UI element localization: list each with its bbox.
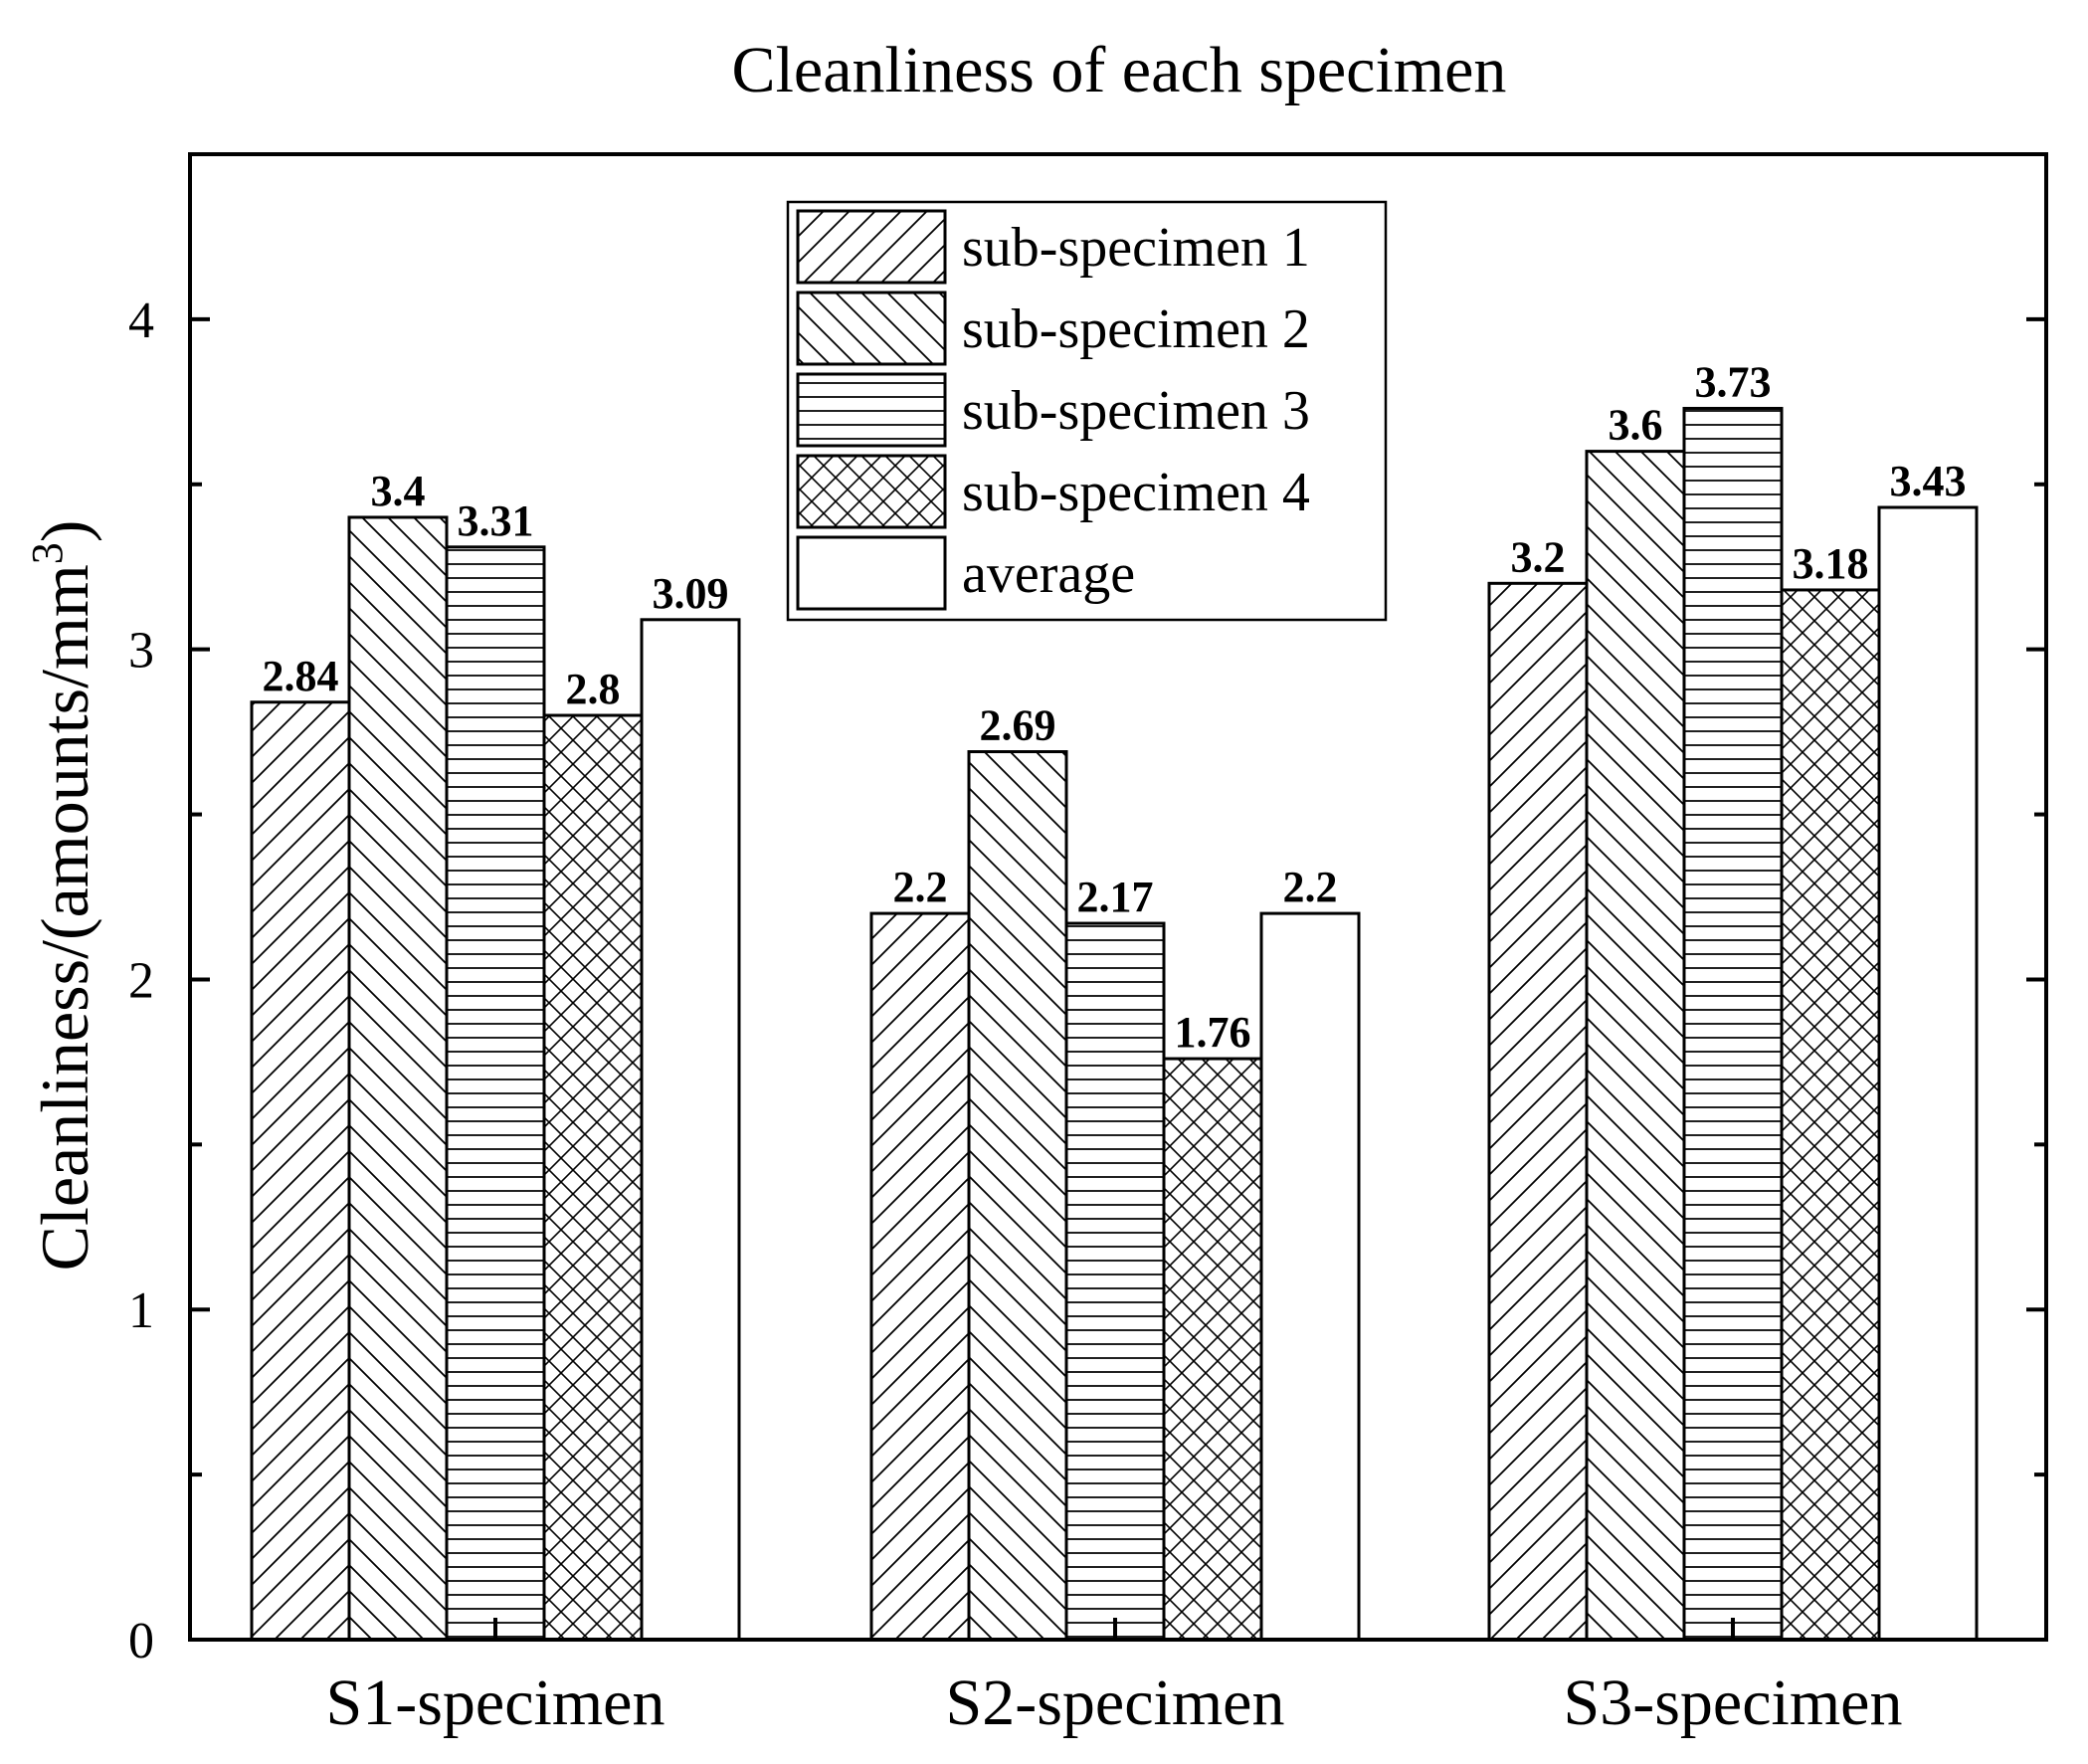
bar-s1-specimen-series-3 bbox=[445, 545, 546, 1642]
legend-label: sub-specimen 4 bbox=[962, 462, 1310, 523]
data-label: 3.6 bbox=[1609, 401, 1663, 450]
bar-s3-specimen-series-1 bbox=[1487, 581, 1589, 1642]
data-labels: 2.84 3.4 3.31 2.8 3.09 2.2 2.69 2.17 1.76 2.2 3.2 3… bbox=[263, 357, 1967, 1057]
y-axis-ticks: 0 1 2 3 4 bbox=[128, 293, 2046, 1669]
bar-s1-specimen-series-5 bbox=[640, 618, 741, 1642]
data-label: 3.4 bbox=[371, 467, 426, 515]
legend-swatch-2 bbox=[796, 291, 947, 366]
data-label: 2.17 bbox=[1077, 873, 1154, 921]
data-label: 2.2 bbox=[1283, 863, 1338, 911]
data-label: 2.69 bbox=[980, 701, 1056, 750]
data-label: 3.43 bbox=[1890, 457, 1967, 505]
x-category-label: S2-specimen bbox=[946, 1666, 1285, 1739]
bar-s3-specimen-series-5 bbox=[1877, 505, 1979, 1642]
legend-swatch-5 bbox=[796, 535, 947, 611]
y-tick-label: 1 bbox=[128, 1282, 154, 1339]
y-tick-label: 0 bbox=[128, 1613, 154, 1669]
bar-s2-specimen-series-2 bbox=[967, 750, 1068, 1642]
y-axis-label: Cleanliness/(amounts/mm3) bbox=[23, 520, 102, 1272]
y-tick-label: 4 bbox=[128, 293, 154, 349]
bar-s2-specimen-series-5 bbox=[1259, 911, 1361, 1642]
bar-s1-specimen-series-2 bbox=[347, 515, 449, 1642]
data-label: 3.09 bbox=[653, 569, 729, 618]
bar-s3-specimen-series-2 bbox=[1585, 450, 1686, 1642]
data-label: 3.18 bbox=[1793, 539, 1869, 588]
data-label: 3.2 bbox=[1511, 532, 1566, 581]
legend-swatch-1 bbox=[796, 209, 947, 285]
legend-swatch-3 bbox=[796, 372, 947, 448]
data-label: 3.31 bbox=[458, 496, 534, 545]
x-category-label: S1-specimen bbox=[326, 1666, 665, 1739]
bar-s2-specimen-series-3 bbox=[1064, 921, 1166, 1642]
legend-swatch-4 bbox=[796, 454, 947, 529]
x-category-label: S3-specimen bbox=[1564, 1666, 1903, 1739]
y-tick-label: 2 bbox=[128, 952, 154, 1009]
legend-label: sub-specimen 1 bbox=[962, 217, 1310, 279]
data-label: 2.84 bbox=[263, 652, 339, 700]
bars bbox=[250, 406, 1979, 1642]
plot-frame bbox=[188, 152, 2048, 1642]
legend: sub-specimen 1 sub-specimen 2 sub-specimen… bbox=[786, 200, 1388, 622]
bar-s3-specimen-series-3 bbox=[1682, 406, 1784, 1642]
bar-s3-specimen-series-4 bbox=[1780, 588, 1881, 1642]
bar-s2-specimen-series-1 bbox=[869, 911, 971, 1642]
data-label: 3.73 bbox=[1695, 357, 1772, 406]
x-axis-categories: S1-specimen S2-specimen S3-specimen bbox=[326, 1618, 1903, 1739]
bar-s2-specimen-series-4 bbox=[1162, 1057, 1263, 1642]
chart-title: Cleanliness of each specimen bbox=[732, 34, 1507, 106]
legend-label: sub-specimen 2 bbox=[962, 298, 1310, 360]
data-label: 2.8 bbox=[566, 665, 621, 713]
bar-s1-specimen-series-1 bbox=[250, 700, 351, 1642]
legend-label: average bbox=[962, 543, 1135, 605]
data-label: 1.76 bbox=[1175, 1008, 1251, 1057]
data-label: 2.2 bbox=[893, 863, 948, 911]
legend-label: sub-specimen 3 bbox=[962, 380, 1310, 442]
y-tick-label: 3 bbox=[128, 623, 154, 680]
bar-s1-specimen-series-4 bbox=[542, 713, 644, 1642]
